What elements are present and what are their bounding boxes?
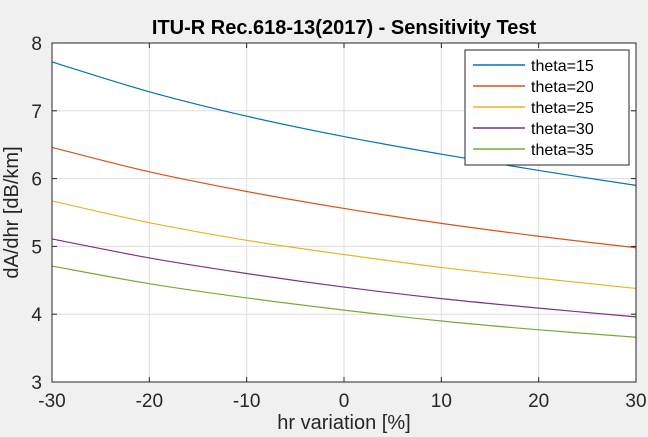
series-lines bbox=[51, 61, 637, 338]
legend-entry-label: theta=20 bbox=[531, 79, 594, 96]
y-tick-label: 3 bbox=[31, 373, 42, 394]
x-tick-label: 20 bbox=[528, 391, 549, 412]
x-tick-label: 30 bbox=[625, 391, 646, 412]
legend-entry-label: theta=15 bbox=[531, 58, 594, 75]
chart-title: ITU-R Rec.618-13(2017) - Sensitivity Tes… bbox=[152, 17, 537, 39]
y-tick-label: 5 bbox=[31, 237, 42, 258]
y-tick-label: 6 bbox=[31, 170, 42, 191]
series-line-theta-15 bbox=[51, 61, 637, 186]
x-tick-label: -30 bbox=[38, 391, 65, 412]
x-tick-label: 0 bbox=[339, 391, 350, 412]
x-tick-label: -10 bbox=[233, 391, 260, 412]
series-line-theta-35 bbox=[51, 265, 637, 338]
legend-entry-label: theta=35 bbox=[531, 142, 594, 159]
x-tick-label: 10 bbox=[431, 391, 452, 412]
series-line-theta-25 bbox=[51, 200, 637, 290]
y-tick-label: 7 bbox=[31, 102, 42, 123]
legend-entry-label: theta=25 bbox=[531, 100, 594, 117]
ticks: -30 -20 -10 0 10 20 30 3 4 5 6 7 8 bbox=[31, 34, 646, 412]
y-axis-label: dA/dhr [dB/km] bbox=[1, 146, 23, 278]
legend-entry-label: theta=30 bbox=[531, 121, 594, 138]
y-tick-label: 8 bbox=[31, 34, 42, 55]
x-tick-label: -20 bbox=[136, 391, 163, 412]
legend[interactable]: theta=15 theta=20 theta=25 theta=30 theta=35 bbox=[464, 49, 630, 166]
series-line-theta-30 bbox=[51, 238, 637, 318]
series-line-theta-20 bbox=[51, 146, 637, 249]
y-tick-label: 4 bbox=[31, 305, 42, 326]
x-axis-label: hr variation [%] bbox=[277, 412, 410, 434]
